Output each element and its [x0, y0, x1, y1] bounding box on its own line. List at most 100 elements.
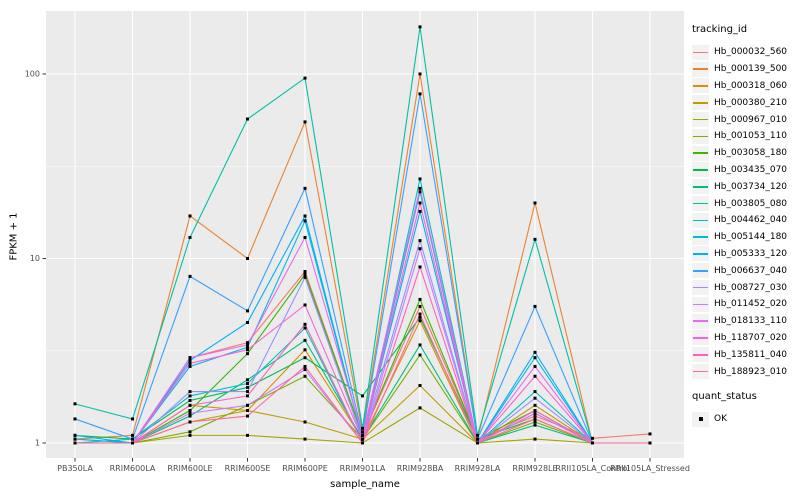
data-point — [648, 441, 652, 445]
data-point — [188, 214, 192, 218]
data-point — [648, 432, 652, 436]
line-swatch-icon — [693, 135, 708, 138]
ok-point-icon — [698, 417, 703, 422]
legend-key-line — [692, 229, 709, 245]
x-tick-label: RRIM600LE — [167, 464, 212, 473]
line-swatch-icon — [693, 101, 708, 104]
legend-item: Hb_005333_120 — [692, 246, 800, 263]
data-point — [246, 378, 249, 382]
legend-key-line — [692, 145, 709, 161]
legend-item: Hb_003058_180 — [692, 145, 800, 162]
legend-item: Hb_003435_070 — [692, 162, 800, 179]
data-point — [533, 411, 537, 415]
data-point — [418, 312, 422, 316]
data-point — [418, 353, 422, 357]
line-swatch-icon — [693, 337, 708, 339]
data-point — [246, 320, 249, 324]
data-point — [418, 343, 422, 347]
data-point — [533, 374, 537, 378]
legend-item-label: Hb_188923_010 — [714, 366, 788, 377]
legend-key-line — [692, 112, 709, 128]
line-swatch-icon — [693, 85, 708, 87]
data-point — [246, 385, 249, 389]
legend-key-line — [692, 44, 709, 60]
data-point — [303, 374, 307, 378]
legend-item-label: Hb_008727_030 — [714, 282, 788, 293]
data-point — [533, 364, 537, 368]
data-point — [533, 350, 537, 354]
data-point — [303, 420, 307, 424]
legend-item-label: Hb_003734_120 — [714, 181, 788, 192]
legend-key-line — [692, 212, 709, 228]
data-point — [418, 201, 422, 205]
legend-item-label: Hb_000139_500 — [714, 64, 788, 75]
legend-item-label: Hb_004462_040 — [714, 215, 788, 226]
data-point — [246, 414, 249, 418]
data-point — [418, 209, 422, 213]
y-tick-label: 1 — [35, 439, 40, 448]
data-point — [246, 382, 249, 386]
legend-key-line — [692, 95, 709, 111]
legend-item: Hb_006637_040 — [692, 262, 800, 279]
data-point — [188, 409, 192, 413]
legend-item: Hb_008727_030 — [692, 279, 800, 296]
legend-key-line — [692, 246, 709, 262]
data-point — [418, 177, 422, 181]
data-point — [303, 364, 307, 368]
x-tick-label: RRIM901LA — [340, 464, 386, 473]
legend-item-label: Hb_003435_070 — [714, 164, 788, 175]
x-tick-label: RRIM600LA — [110, 464, 156, 473]
data-point — [533, 403, 537, 407]
legend-item-label: Hb_135811_040 — [714, 349, 788, 360]
line-swatch-icon — [693, 152, 708, 154]
data-point — [418, 406, 422, 410]
data-point — [303, 356, 307, 360]
legend-item-label: OK — [714, 414, 727, 425]
data-point — [361, 433, 364, 437]
data-point — [361, 394, 364, 398]
data-point — [533, 237, 537, 241]
data-point — [418, 319, 422, 323]
x-tick-label: RRIM928BA — [397, 464, 444, 473]
legend-item: Hb_000032_560 — [692, 44, 800, 61]
data-point — [418, 315, 422, 319]
data-point — [533, 414, 537, 418]
legend-item-label: Hb_018133_110 — [714, 316, 788, 327]
data-point — [418, 304, 422, 308]
data-point — [418, 92, 422, 96]
x-tick-label: RRII105LA_Stressed — [610, 464, 690, 473]
data-point — [303, 437, 307, 441]
legend-key-line — [692, 128, 709, 144]
data-point — [418, 383, 422, 387]
legend-key-line — [692, 179, 709, 195]
legend-key-line — [692, 263, 709, 279]
data-point — [73, 402, 77, 406]
legend-item: Hb_000318_060 — [692, 78, 800, 95]
data-point — [188, 235, 192, 239]
data-point — [533, 437, 537, 441]
line-swatch-icon — [693, 185, 708, 188]
data-point — [303, 76, 307, 80]
line-swatch-icon — [693, 370, 708, 373]
data-point — [418, 265, 422, 269]
legend-items-tracking-id: Hb_000032_560 Hb_000139_500 Hb_000318_060 H… — [692, 44, 800, 380]
data-point — [246, 352, 249, 356]
data-point — [591, 441, 594, 445]
data-point — [418, 239, 422, 243]
x-axis-title: sample_name — [330, 479, 400, 490]
line-swatch-icon — [693, 202, 708, 205]
legend-key-line — [692, 78, 709, 94]
data-point — [418, 247, 422, 251]
data-point — [418, 297, 422, 301]
data-point — [131, 433, 134, 437]
legend-panel: tracking_id Hb_000032_560 Hb_000139_500 Hb… — [692, 24, 800, 428]
data-point — [361, 441, 364, 445]
legend-item: Hb_003805_080 — [692, 195, 800, 212]
data-point — [131, 417, 134, 421]
data-point — [188, 394, 192, 398]
data-point — [303, 303, 307, 307]
data-point — [246, 390, 249, 394]
x-tick-label: PB350LA — [57, 464, 93, 473]
